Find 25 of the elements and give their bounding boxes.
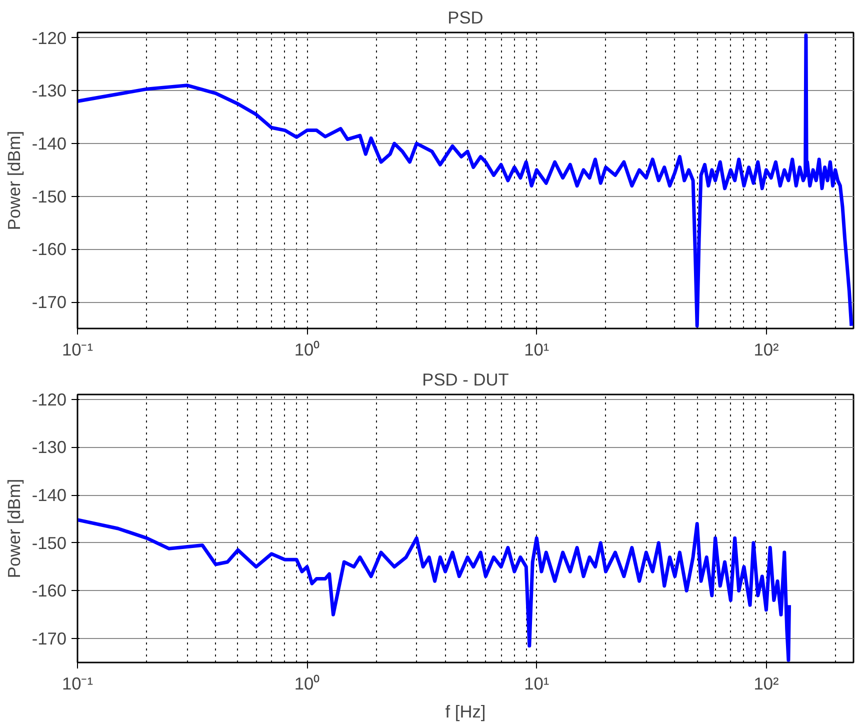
y-tick-label: -150 — [32, 186, 67, 206]
y-tick-label: -160 — [32, 580, 67, 601]
y-tick-label: -140 — [32, 485, 67, 505]
y-tick-label: -160 — [32, 239, 67, 260]
chart-title: PSD — [448, 8, 484, 28]
y-tick-label: -170 — [32, 292, 67, 312]
y-axis-title: Power [dBm] — [4, 130, 24, 230]
y-tick-label: -130 — [32, 80, 67, 101]
x-tick-label: 10² — [754, 674, 779, 694]
y-tick-label: -120 — [32, 389, 67, 410]
x-tick-label: 10⁻¹ — [62, 340, 94, 360]
y-tick-label: -140 — [32, 134, 67, 154]
x-tick-label: 10² — [754, 340, 779, 360]
chart-title: PSD - DUT — [422, 370, 510, 390]
x-tick-label: 10⁰ — [294, 340, 320, 360]
y-tick-label: -120 — [32, 28, 67, 48]
x-tick-label: 10¹ — [524, 674, 550, 694]
y-axis-title: Power [dBm] — [4, 478, 24, 578]
y-tick-label: -130 — [32, 437, 67, 458]
y-tick-label: -170 — [32, 628, 67, 649]
y-tick-label: -150 — [32, 532, 67, 553]
x-tick-label: 10⁻¹ — [62, 674, 94, 694]
x-tick-label: 10¹ — [524, 340, 550, 360]
x-axis-title: f [Hz] — [445, 702, 486, 722]
x-tick-label: 10⁰ — [294, 674, 320, 694]
